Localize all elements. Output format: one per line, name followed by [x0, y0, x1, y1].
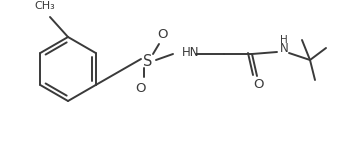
Text: H: H [280, 35, 288, 45]
Text: O: O [158, 27, 168, 40]
Text: CH₃: CH₃ [35, 1, 56, 11]
Text: O: O [254, 77, 264, 90]
Text: N: N [280, 42, 288, 56]
Text: S: S [143, 53, 153, 69]
Text: O: O [136, 82, 146, 95]
Text: HN: HN [182, 45, 200, 58]
